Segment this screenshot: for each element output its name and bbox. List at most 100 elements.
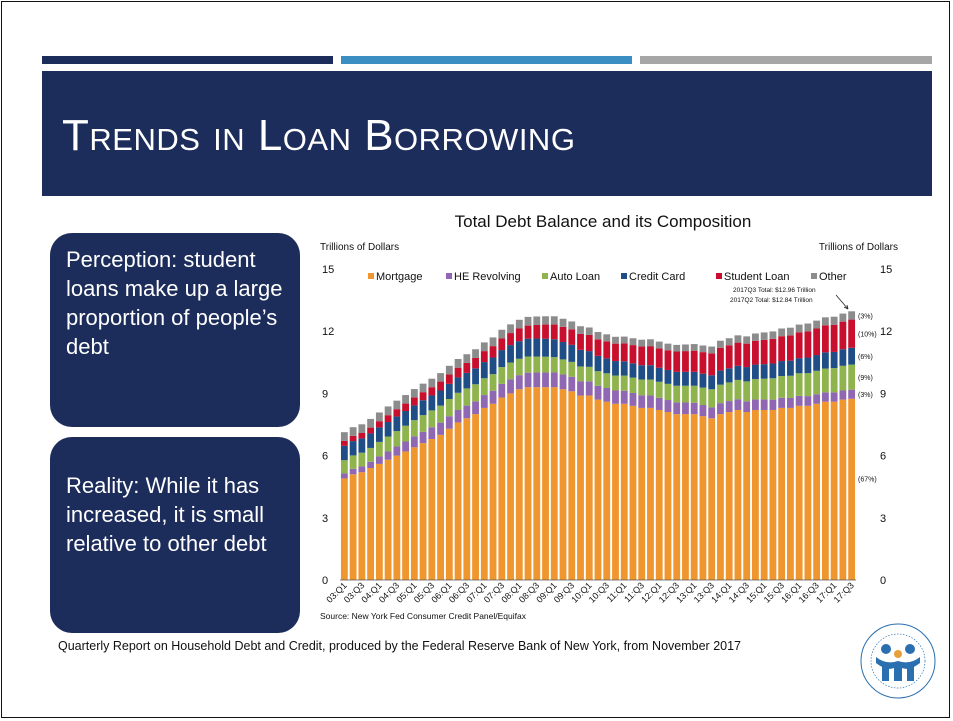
bar-segment-other [830,316,838,325]
bar-segment-mortgage [428,439,436,580]
y-tick-label-left: 9 [322,388,328,400]
bar-segment-he-revolving [612,390,619,404]
bar-segment-he-revolving [384,451,392,460]
bar-segment-other [367,418,375,428]
bar-segment-auto-loan [480,378,488,396]
bar-segment-credit-card [533,338,541,357]
bar-segment-he-revolving [664,400,672,413]
bar-segment-he-revolving [542,372,549,388]
bar-segment-he-revolving [682,402,689,415]
bar-segment-auto-loan [612,375,619,391]
bar-segment-other [507,324,514,334]
bar-segment-auto-loan [594,371,602,386]
bar-segment-credit-card [577,349,584,367]
bar-segment-he-revolving [489,390,497,404]
bar-segment-other [760,332,768,340]
bar-segment-student-loan [428,387,436,396]
bar-segment-other [821,317,829,326]
top-accent-bar-gray [640,56,932,64]
bar-segment-student-loan [708,353,716,376]
bar-segment-other [717,340,724,348]
annotation-arrow-head [843,304,849,310]
bar-segment-other [480,342,488,352]
chart-title: Total Debt Balance and its Composition [455,212,752,231]
bar-segment-auto-loan [830,368,838,393]
bar-segment-mortgage [507,393,514,580]
bar-segment-credit-card [437,390,444,406]
bar-segment-other [577,326,584,334]
legend-swatch [716,273,722,279]
bar-segment-credit-card [848,347,856,365]
bar-segment-auto-loan [629,377,637,393]
bar-segment-auto-loan [445,399,453,417]
bar-segment-credit-card [402,411,409,426]
bar-segment-student-loan [804,331,812,358]
bar-segment-credit-card [612,361,619,376]
bar-segment-he-revolving [585,381,593,396]
bar-segment-auto-loan [393,431,401,447]
bar-segment-he-revolving [699,405,707,417]
bar-segment-he-revolving [673,402,681,415]
y-tick-label-right: 15 [880,264,892,276]
bar-segment-other [594,332,602,340]
bar-segment-student-loan [603,341,611,359]
top-accent-bar-blue [341,56,632,64]
reality-callout: Reality: While it has increased, it is s… [50,437,300,633]
financial-aid-association-seal-icon [858,621,938,701]
bar-segment-he-revolving [787,397,794,408]
bar-segment-mortgage [489,403,497,580]
bar-segment-he-revolving [550,372,558,388]
bar-segment-auto-loan [708,389,716,408]
bar-segment-credit-card [428,395,436,411]
bar-segment-credit-card [472,368,479,385]
bar-segment-he-revolving [507,379,514,394]
bar-segment-auto-loan [577,366,584,382]
bar-segment-credit-card [673,371,681,386]
bar-segment-other [647,339,654,347]
bar-segment-other [612,336,619,344]
bar-segment-mortgage [813,403,821,580]
y-tick-label-right: 3 [880,513,886,525]
bar-segment-other [585,327,593,335]
bar-segment-mortgage [848,398,856,580]
bar-segment-other [699,345,707,353]
y-tick-label-left: 3 [322,513,328,525]
bar-segment-mortgage [463,418,471,580]
bar-segment-student-loan [585,334,593,352]
bar-segment-auto-loan [524,356,532,373]
bar-segment-student-loan [410,397,418,406]
bar-segment-he-revolving [515,375,523,390]
bar-segment-he-revolving [655,397,663,410]
x-tick-label: 17:Q3 [832,580,856,604]
bar-segment-credit-card [524,338,532,357]
bar-segment-student-loan [515,328,523,342]
bar-segment-other [629,338,637,346]
bar-segment-student-loan [830,324,838,352]
bar-segment-credit-card [375,427,383,442]
composition-label-credit-card: (6%) [858,354,873,361]
bar-segment-mortgage [577,395,584,580]
debt-chart: Total Debt Balance and its Composition T… [308,205,898,625]
bar-segment-mortgage [454,422,462,580]
bar-segment-mortgage [752,409,759,580]
bar-segment-student-loan [778,336,786,362]
bar-segment-credit-card [410,405,418,421]
bar-segment-other [463,354,471,363]
bar-segment-other [375,412,383,422]
bar-segment-auto-loan [568,361,576,377]
bar-segment-student-loan [655,348,663,368]
bar-segment-other [568,321,576,330]
bar-segment-other [384,406,392,416]
bar-segment-he-revolving [804,396,812,406]
bar-segment-he-revolving [524,372,532,388]
bar-segment-he-revolving [472,401,479,415]
bar-segment-credit-card [594,355,602,372]
bar-segment-credit-card [358,438,366,453]
bar-segment-student-loan [629,345,637,364]
bar-segment-student-loan [717,347,724,371]
bar-segment-credit-card [821,352,829,369]
bar-segment-credit-card [629,363,637,378]
bar-segment-student-loan [445,374,453,384]
bar-segment-mortgage [480,407,488,580]
bar-segment-mortgage [410,447,418,580]
